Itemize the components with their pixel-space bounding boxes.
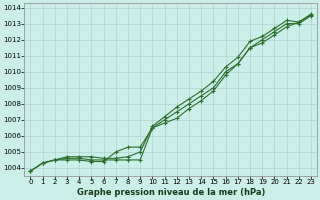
X-axis label: Graphe pression niveau de la mer (hPa): Graphe pression niveau de la mer (hPa) xyxy=(76,188,265,197)
